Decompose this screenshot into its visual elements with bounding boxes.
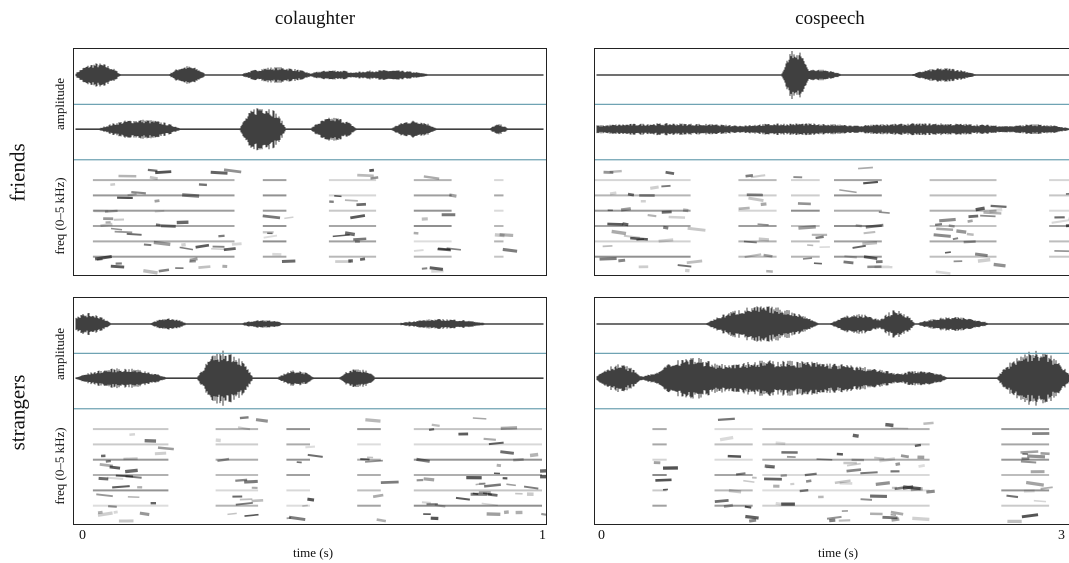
spectrogram: [92, 416, 546, 523]
spectrogram: [652, 417, 1053, 524]
tick-right-start: 0: [598, 528, 605, 543]
spectrogram: [595, 166, 1069, 275]
tick-right-end: 3: [1058, 528, 1065, 543]
signal-plot: [74, 313, 546, 523]
panel-friends-colaughter: [73, 48, 547, 276]
time-label-right: time (s): [817, 545, 859, 560]
signal-plot: [595, 306, 1069, 524]
amplitude-waveform-lower: [596, 350, 1069, 406]
amplitude-label-friends: amplitude: [52, 78, 67, 130]
panel-friends-cospeech: [594, 48, 1069, 276]
amplitude-waveform-upper: [75, 313, 544, 335]
frequency-label-friends: freq (0–5 kHz): [52, 177, 67, 255]
amplitude-label-strangers: amplitude: [52, 328, 67, 380]
time-label-left: time (s): [292, 545, 334, 560]
amplitude-waveform-lower: [596, 123, 1069, 136]
amplitude-waveform-upper: [596, 51, 1069, 99]
column-title-colaughter: colaughter: [274, 8, 356, 29]
panel-strangers-cospeech: [594, 297, 1069, 525]
column-title-cospeech: cospeech: [795, 8, 865, 29]
amplitude-waveform-upper: [75, 63, 544, 87]
tick-left-start: 0: [79, 528, 86, 543]
amplitude-waveform-lower: [75, 108, 544, 151]
amplitude-waveform-upper: [596, 306, 1069, 342]
amplitude-waveform-lower: [75, 350, 544, 406]
row-label-friends: friends: [5, 143, 30, 202]
signal-plot: [595, 51, 1069, 275]
frequency-label-strangers: freq (0–5 kHz): [52, 427, 67, 505]
signal-plot: [74, 63, 546, 275]
tick-left-end: 1: [539, 528, 546, 543]
row-label-strangers: strangers: [5, 374, 30, 451]
spectrogram: [92, 168, 518, 275]
panel-strangers-colaughter: [73, 297, 547, 525]
